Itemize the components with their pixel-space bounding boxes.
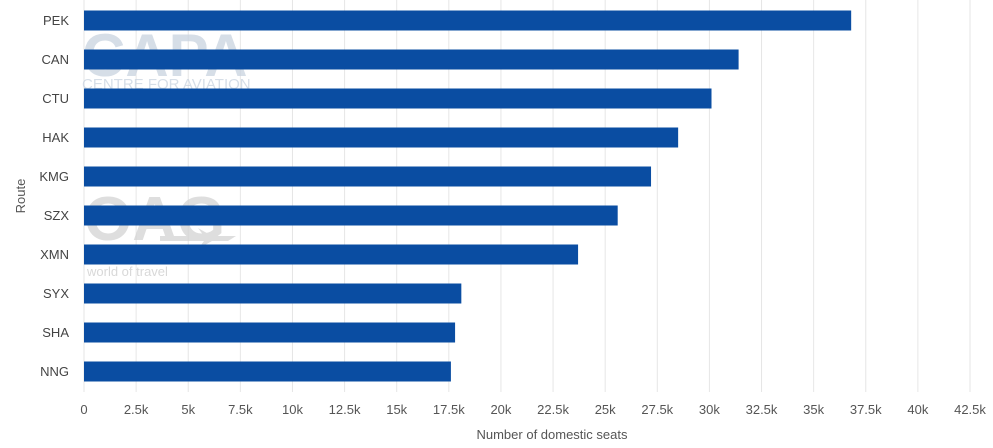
bar-can[interactable] bbox=[84, 49, 739, 70]
x-tick-label: 42.5k bbox=[954, 402, 986, 417]
category-label-nng: NNG bbox=[40, 364, 69, 379]
category-label-szx: SZX bbox=[44, 208, 70, 223]
x-tick-label: 35k bbox=[803, 402, 824, 417]
category-label-hak: HAK bbox=[42, 130, 69, 145]
bar-kmg[interactable] bbox=[84, 166, 652, 187]
bar-ctu[interactable] bbox=[84, 88, 712, 109]
category-label-xmn: XMN bbox=[40, 247, 69, 262]
x-tick-label: 40k bbox=[907, 402, 928, 417]
category-label-sha: SHA bbox=[42, 325, 69, 340]
oag-watermark-subtitle: world of travel bbox=[86, 264, 168, 279]
x-tick-label: 15k bbox=[386, 402, 407, 417]
bar-pek[interactable] bbox=[84, 10, 852, 31]
x-tick-label: 0 bbox=[80, 402, 87, 417]
x-tick-label: 7.5k bbox=[228, 402, 253, 417]
y-axis-title: Route bbox=[13, 179, 28, 214]
x-tick-label: 32.5k bbox=[746, 402, 778, 417]
plane-icon bbox=[160, 228, 236, 249]
x-tick-label: 27.5k bbox=[641, 402, 673, 417]
category-labels: PEK CAN CTU HAK KMG SZX XMN SYX SHA NNG bbox=[39, 13, 69, 379]
bar-nng[interactable] bbox=[84, 361, 451, 382]
x-tick-label: 37.5k bbox=[850, 402, 882, 417]
x-axis-title: Number of domestic seats bbox=[476, 427, 628, 442]
bar-sha[interactable] bbox=[84, 322, 456, 343]
x-tick-label: 5k bbox=[181, 402, 195, 417]
category-label-pek: PEK bbox=[43, 13, 69, 28]
x-tick-label: 17.5k bbox=[433, 402, 465, 417]
x-tick-label: 22.5k bbox=[537, 402, 569, 417]
x-tick-label: 20k bbox=[490, 402, 511, 417]
bar-szx[interactable] bbox=[84, 205, 618, 226]
bar-syx[interactable] bbox=[84, 283, 462, 304]
category-label-syx: SYX bbox=[43, 286, 69, 301]
category-label-can: CAN bbox=[42, 52, 69, 67]
x-tick-label: 25k bbox=[595, 402, 616, 417]
x-tick-label: 2.5k bbox=[124, 402, 149, 417]
x-tick-label: 30k bbox=[699, 402, 720, 417]
bar-hak[interactable] bbox=[84, 127, 679, 148]
x-tick-label: 10k bbox=[282, 402, 303, 417]
bars bbox=[84, 10, 852, 382]
bar-xmn[interactable] bbox=[84, 244, 579, 265]
category-label-kmg: KMG bbox=[39, 169, 69, 184]
x-tick-labels: 0 2.5k 5k 7.5k 10k 12.5k 15k 17.5k 20k 22.5k 25k 27… bbox=[80, 402, 986, 417]
x-tick-label: 12.5k bbox=[329, 402, 361, 417]
category-label-ctu: CTU bbox=[42, 91, 69, 106]
